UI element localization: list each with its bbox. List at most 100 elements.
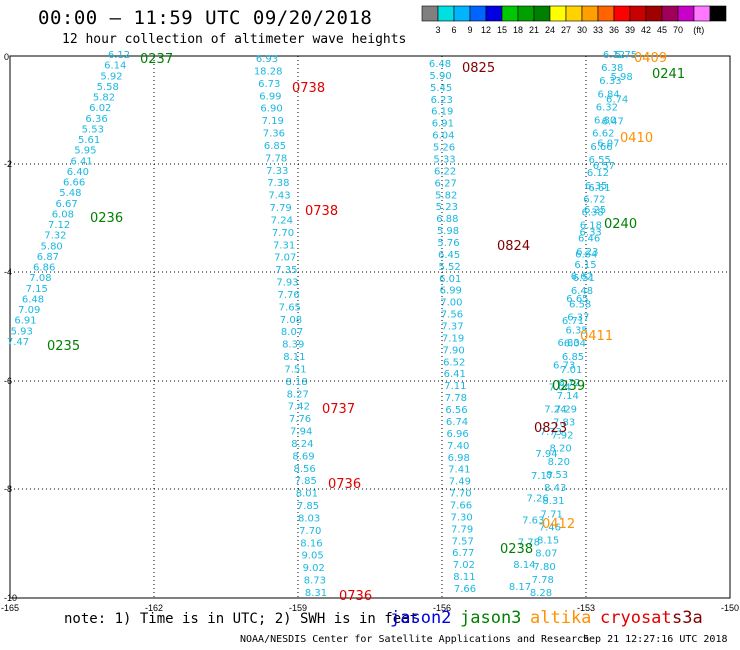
wave-height-value: 6.01 <box>439 274 461 285</box>
wave-height-value: 8.07 <box>281 327 303 338</box>
pass-time-label: 0235 <box>47 339 80 354</box>
wave-height-value: 7.04 <box>549 383 571 394</box>
y-tick-label: -10 <box>4 593 17 603</box>
wave-height-value: 5.61 <box>78 135 100 146</box>
wave-height-value: 6.66 <box>590 142 612 153</box>
wave-height-value: 8.69 <box>292 451 314 462</box>
wave-height-value: 7.56 <box>441 310 463 321</box>
wave-height-value: 7.00 <box>440 298 462 309</box>
wave-height-value: 6.40 <box>67 167 89 178</box>
colorbar-label: 21 <box>529 25 539 35</box>
wave-height-value: 8.20 <box>548 457 570 468</box>
satellite-name: cryosat <box>600 608 672 628</box>
pass-time-label: 0738 <box>292 81 325 96</box>
satellite-name: altika <box>530 608 592 628</box>
wave-height-value: 6.91 <box>14 316 36 327</box>
wave-height-value: 7.46 <box>539 522 561 533</box>
wave-height-value: 7.76 <box>278 290 300 301</box>
wave-height-value: 8.39 <box>282 340 304 351</box>
wave-height-value: 6.90 <box>260 104 282 115</box>
wave-height-value: 6.27 <box>435 178 457 189</box>
wave-height-value: 8.15 <box>537 536 559 547</box>
wave-height-value: 5.58 <box>97 82 119 93</box>
wave-height-value: 7.63 <box>522 516 544 527</box>
colorbar-label: 33 <box>593 25 603 35</box>
wave-height-value: 6.71 <box>562 316 584 327</box>
wave-height-value: 6.45 <box>438 250 460 261</box>
colorbar-label: 9 <box>467 25 472 35</box>
wave-height-value: 6.86 <box>33 263 55 274</box>
x-tick-label: -153 <box>577 603 595 613</box>
wave-height-value: 5.93 <box>11 326 33 337</box>
wave-height-value: 9.02 <box>303 563 325 574</box>
wave-height-value: 5.52 <box>439 262 461 273</box>
wave-height-value: 6.47 <box>602 117 624 128</box>
wave-height-value: 6.14 <box>104 61 126 72</box>
colorbar-label: 36 <box>609 25 619 35</box>
x-tick-label: -150 <box>721 603 739 613</box>
wave-height-value: 6.25 <box>584 205 606 216</box>
wave-height-value: 7.24 <box>544 405 566 416</box>
wave-height-value: 5.45 <box>430 83 452 94</box>
satellite-name: jason3 <box>460 608 522 628</box>
wave-height-value: 7.15 <box>26 284 48 295</box>
wave-height-value: 7.66 <box>454 584 476 595</box>
wave-height-value: 7.70 <box>449 489 471 500</box>
satellite-name: jason2 <box>390 608 452 628</box>
wave-height-value: 6.91 <box>432 119 454 130</box>
colorbar-label: 24 <box>545 25 555 35</box>
wave-height-value: 6.33 <box>599 76 621 87</box>
wave-height-value: 8.11 <box>453 572 475 583</box>
wave-height-value: 5.90 <box>429 71 451 82</box>
wave-height-value: 7.17 <box>531 471 553 482</box>
wave-height-value: 8.53 <box>546 470 568 481</box>
wave-height-value: 6.56 <box>445 405 467 416</box>
satellite-name: s3a <box>672 608 703 628</box>
wave-height-value: 5.53 <box>82 124 104 135</box>
wave-height-value: 7.70 <box>272 228 294 239</box>
wave-height-value: 6.61 <box>588 183 610 194</box>
wave-height-value: 6.02 <box>89 103 111 114</box>
wave-height-value: 6.23 <box>576 247 598 258</box>
pass-time-label: 0736 <box>328 477 361 492</box>
wave-height-value: 7.36 <box>263 129 285 140</box>
timestamp: Sep 21 12:27:16 UTC 2018 <box>583 634 728 645</box>
map-frame <box>9 55 731 599</box>
wave-height-value: 6.62 <box>571 272 593 283</box>
wave-height-value: 6.41 <box>70 156 92 167</box>
wave-height-value: 6.12 <box>108 50 130 61</box>
y-tick-label: -2 <box>4 159 12 169</box>
wave-height-value: 7.93 <box>276 278 298 289</box>
wave-height-value: 8.73 <box>304 576 326 587</box>
wave-height-value: 7.79 <box>451 524 473 535</box>
wave-height-value: 5.33 <box>433 154 455 165</box>
wave-height-value: 7.78 <box>532 575 554 586</box>
wave-height-value: 5.82 <box>435 190 457 201</box>
wave-height-value: 6.73 <box>258 79 280 90</box>
wave-height-value: 6.84 <box>598 89 620 100</box>
wave-height-value: 8.56 <box>293 464 315 475</box>
pass-time-label: 0736 <box>339 589 372 604</box>
wave-height-value: 7.11 <box>444 381 466 392</box>
wave-height-value: 8.14 <box>513 560 535 571</box>
wave-height-value: 8.20 <box>549 444 571 455</box>
wave-height-value: 6.18 <box>580 221 602 232</box>
wave-height-value: 6.67 <box>55 199 77 210</box>
wave-height-value: 7.19 <box>262 116 284 127</box>
x-tick-label: -162 <box>145 603 163 613</box>
wave-height-value: 6.22 <box>434 166 456 177</box>
wave-height-value: 6.87 <box>37 252 59 263</box>
wave-height-value: 8.03 <box>298 513 320 524</box>
wave-height-value: 6.07 <box>597 139 619 150</box>
colorbar-label: 15 <box>497 25 507 35</box>
wave-height-value: 7.42 <box>288 402 310 413</box>
wave-height-value: 8.17 <box>509 582 531 593</box>
wave-height-value: 7.30 <box>450 512 472 523</box>
wave-height-value: 6.64 <box>575 250 597 261</box>
wave-height-value: 6.41 <box>444 369 466 380</box>
wave-height-value: 7.31 <box>273 240 295 251</box>
wave-height-value: 7.32 <box>44 231 66 242</box>
y-tick-label: 0 <box>4 52 9 62</box>
pass-time-label: 0240 <box>604 217 637 232</box>
wave-height-value: 5.82 <box>93 93 115 104</box>
